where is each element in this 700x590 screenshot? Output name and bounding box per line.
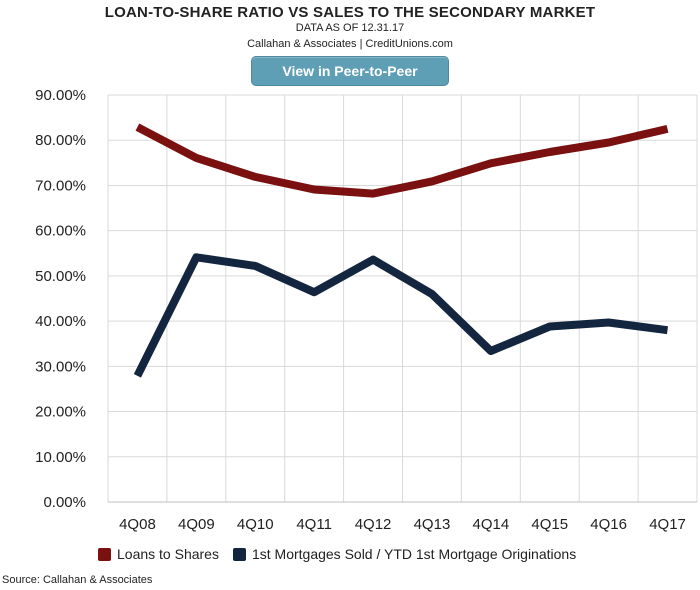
chart-title: LOAN-TO-SHARE RATIO VS SALES TO THE SECO… <box>104 4 596 21</box>
x-tick-label: 4Q17 <box>649 516 686 533</box>
y-tick-label: 70.00% <box>35 177 86 194</box>
x-tick-label: 4Q12 <box>355 516 392 533</box>
y-tick-label: 60.00% <box>35 223 86 240</box>
chart-credit: Callahan & Associates | CreditUnions.com <box>247 38 453 50</box>
x-tick-label: 4Q16 <box>590 516 627 533</box>
x-tick-label: 4Q15 <box>531 516 568 533</box>
legend-label-mortgages-sold: 1st Mortgages Sold / YTD 1st Mortgage Or… <box>251 546 577 562</box>
legend-item-loans-to-shares[interactable]: Loans to Shares <box>98 546 219 562</box>
x-tick-label: 4Q09 <box>178 516 215 533</box>
legend-swatch-mortgages-sold <box>232 547 246 561</box>
x-tick-label: 4Q10 <box>237 516 274 533</box>
y-tick-label: 20.00% <box>35 404 86 421</box>
chart-subtitle: DATA AS OF 12.31.17 <box>295 22 405 34</box>
x-tick-label: 4Q08 <box>119 516 156 533</box>
legend-swatch-loans-to-shares <box>98 547 111 561</box>
y-tick-label: 50.00% <box>35 268 86 285</box>
legend-label-loans-to-shares: Loans to Shares <box>117 546 219 562</box>
x-tick-label: 4Q13 <box>414 516 451 533</box>
x-tick-label: 4Q14 <box>472 516 509 533</box>
x-tick-label: 4Q11 <box>296 516 332 533</box>
series-line-mortgages-sold <box>133 253 669 378</box>
y-tick-label: 0.00% <box>43 494 86 511</box>
y-tick-label: 30.00% <box>35 358 86 375</box>
y-tick-label: 80.00% <box>35 132 86 149</box>
y-tick-label: 10.00% <box>35 449 86 466</box>
y-tick-label: 90.00% <box>35 87 86 104</box>
y-tick-label: 40.00% <box>35 313 86 330</box>
view-in-peer-to-peer-button[interactable]: View in Peer-to-Peer <box>251 56 449 86</box>
series-line-loans-to-shares <box>135 123 669 198</box>
source-note: Source: Callahan & Associates <box>2 574 153 586</box>
chart-legend: Loans to Shares 1st Mortgages Sold / YTD… <box>98 546 590 562</box>
legend-item-mortgages-sold[interactable]: 1st Mortgages Sold / YTD 1st Mortgage Or… <box>232 546 577 562</box>
